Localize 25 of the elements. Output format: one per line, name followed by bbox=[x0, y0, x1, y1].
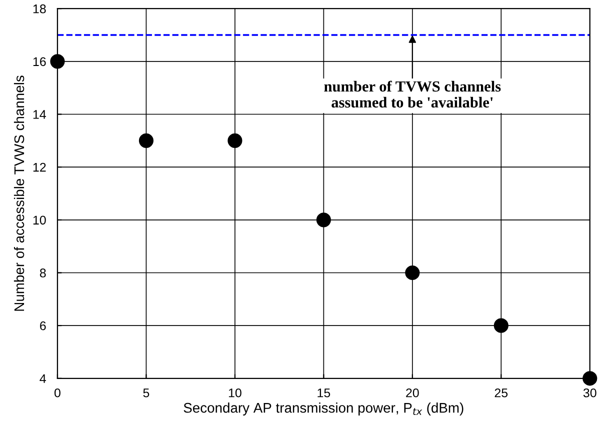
point bbox=[228, 133, 242, 148]
y-tick-label: 4 bbox=[40, 374, 46, 383]
y-tick-label: 14 bbox=[33, 110, 46, 119]
point bbox=[494, 318, 508, 333]
point bbox=[50, 54, 65, 69]
y-tick-label: 12 bbox=[33, 162, 46, 172]
x-tick-label: 30 bbox=[583, 388, 596, 398]
y-axis-title: Number of accessible TVWS channels bbox=[14, 76, 24, 311]
y-tick-label: 10 bbox=[33, 216, 46, 225]
x-tick-label: 20 bbox=[406, 388, 419, 398]
y-tick-label: 18 bbox=[33, 4, 46, 14]
point bbox=[405, 265, 420, 280]
x-tick-label: 0 bbox=[54, 388, 60, 398]
y-tick-label: 8 bbox=[40, 268, 46, 278]
y-tick-label: 16 bbox=[33, 57, 46, 66]
point bbox=[316, 212, 331, 228]
x-tick-label: 25 bbox=[494, 388, 508, 398]
point bbox=[582, 371, 598, 386]
annotation: number of TVWS channels assumed to be 'available' bbox=[324, 80, 501, 108]
point bbox=[138, 133, 154, 148]
y-tick-label: 6 bbox=[40, 321, 46, 330]
x-axis-title: Secondary AP transmission power, P$_{tx}$ (dBm) bbox=[184, 402, 464, 416]
x-tick-label: 5 bbox=[143, 388, 150, 398]
x-tick-label: 15 bbox=[318, 388, 330, 398]
x-tick-label: 10 bbox=[228, 388, 242, 398]
